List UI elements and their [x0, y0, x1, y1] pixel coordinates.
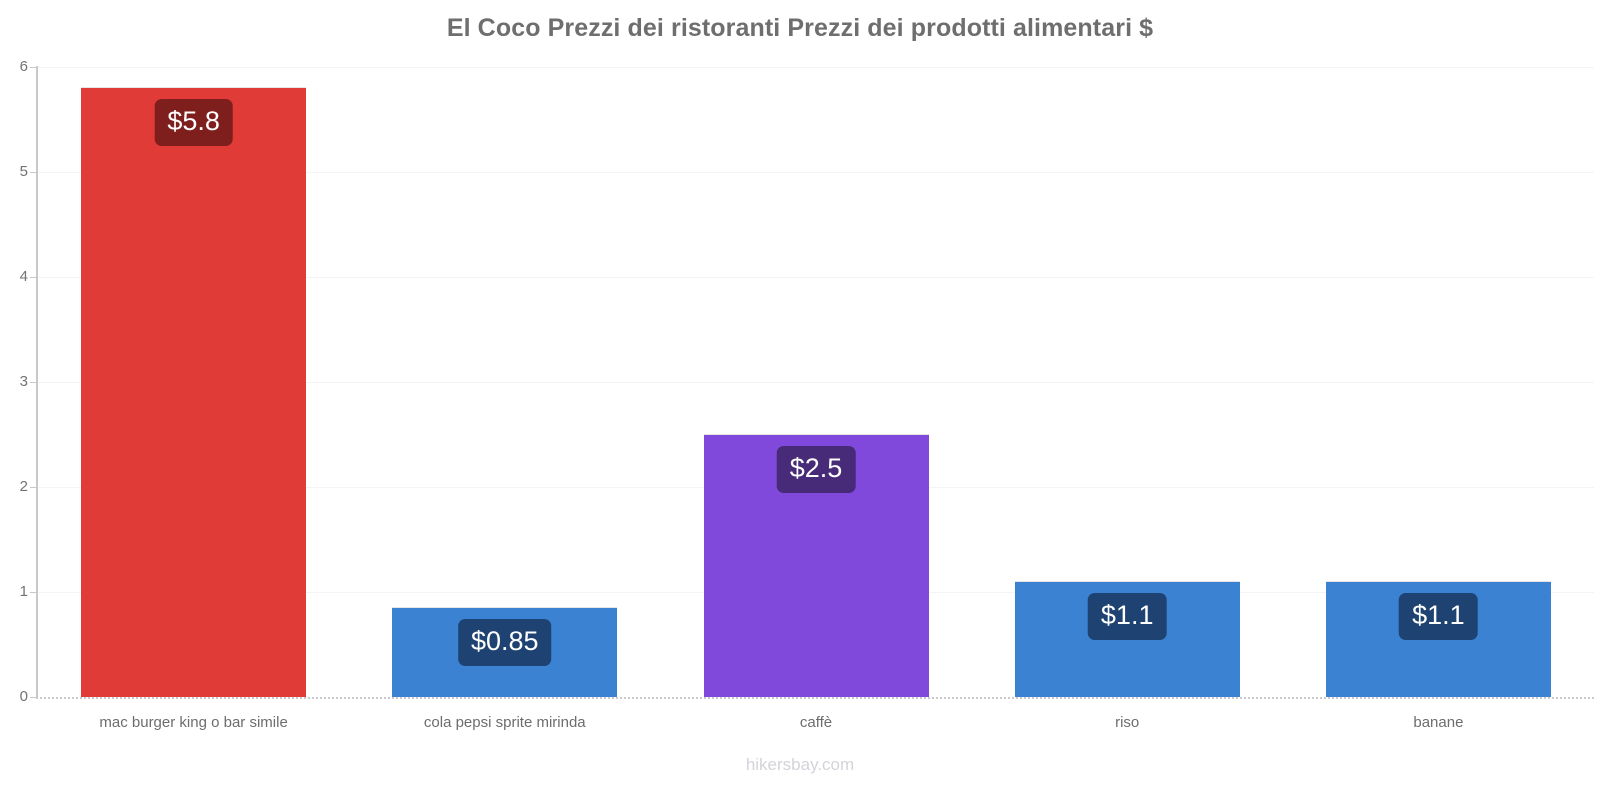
y-tick-label-3: 3: [19, 373, 28, 390]
y-tick-mark-5: [30, 172, 37, 173]
bar-value-label-2: $2.5: [776, 445, 856, 493]
bar-value-label-4: $1.1: [1399, 592, 1478, 640]
chart-title: El Coco Prezzi dei ristoranti Prezzi dei…: [446, 14, 1154, 42]
y-tick-label-1: 1: [19, 583, 28, 600]
gridline-3: [38, 382, 1594, 383]
bar-top-edge: [704, 433, 929, 435]
gridline-4: [38, 277, 1594, 278]
y-tick-label-2: 2: [19, 478, 28, 495]
bar-value-label-1: $0.85: [458, 618, 552, 666]
x-tick-label-3: riso: [1115, 714, 1140, 731]
bar-value-label-3: $1.1: [1087, 592, 1167, 640]
y-tick-mark-6: [30, 67, 37, 68]
footer-credit: hikersbay.com: [745, 755, 855, 774]
y-tick-mark-3: [30, 382, 37, 383]
y-tick-label-4: 4: [19, 268, 28, 285]
bar-value-label-0: $5.8: [154, 99, 233, 146]
y-tick-mark-0: [30, 697, 37, 698]
bar-top-edge: [81, 87, 306, 88]
y-tick-label-0: 0: [19, 688, 28, 705]
gridline-6: [38, 67, 1594, 68]
bar-top-edge: [392, 606, 617, 608]
x-tick-label-1: cola pepsi sprite mirinda: [423, 714, 586, 731]
x-tick-label-0: mac burger king o bar simile: [99, 714, 288, 731]
x-tick-label-2: caffè: [799, 714, 833, 731]
bar-top-edge: [1015, 580, 1240, 582]
y-tick-mark-4: [30, 277, 37, 278]
x-tick-label-4: banane: [1413, 714, 1464, 731]
gridline-0-baseline: [36, 697, 1594, 699]
y-tick-mark-1: [30, 592, 37, 593]
bar-top-edge: [1326, 580, 1551, 582]
gridline-5: [38, 172, 1594, 173]
bar-0[interactable]: [81, 87, 306, 697]
y-tick-label-5: 5: [19, 163, 28, 180]
y-tick-mark-2: [30, 487, 37, 488]
y-axis-line: [36, 66, 38, 698]
y-tick-label-6: 6: [19, 58, 28, 75]
